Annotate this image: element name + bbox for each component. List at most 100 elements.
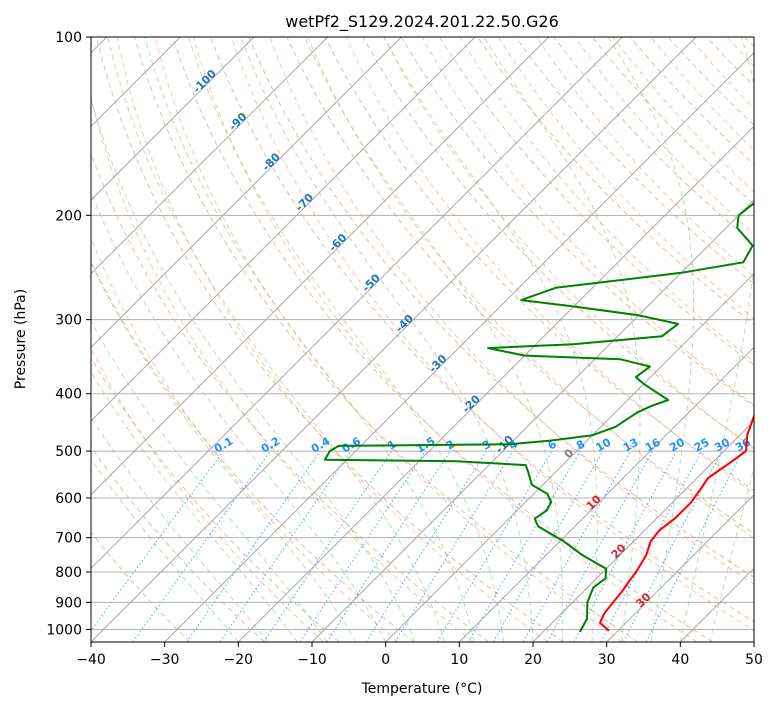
isotherm-line: [91, 37, 697, 642]
mixing-ratio-line: [394, 450, 514, 642]
isotherm-label: -80: [260, 150, 283, 173]
moist-adiabat: [91, 190, 387, 642]
x-tick-label: −20: [224, 652, 254, 668]
isopleth-labels: 0.1 0.2 0.4 0.6 1 1.5 2 3 4 6 8 10 13 16 20 25 30 36-100-…: [190, 67, 753, 659]
mixing-ratio-line: [365, 450, 487, 642]
moist-adiabat: [383, 37, 598, 642]
mixing-ratio-line: [186, 450, 321, 642]
moist-adiabat: [91, 261, 357, 642]
dry-adiabat: [91, 152, 489, 642]
y-tick-label: 700: [55, 531, 82, 547]
theta-e-line: [91, 236, 399, 642]
y-tick-label: 1000: [46, 622, 82, 638]
isotherm-label: -30: [426, 352, 449, 375]
isotherm-line: [311, 199, 754, 642]
dry-adiabat: [705, 37, 754, 87]
theta-e-line: [650, 37, 754, 151]
theta-e-line: [383, 37, 754, 450]
isotherm-label: -100: [190, 67, 219, 96]
theta-e-line: [154, 37, 623, 642]
isotherm-label: -70: [293, 191, 316, 214]
theta-e-line: [307, 37, 754, 540]
theta-e-line: [269, 37, 754, 585]
mixing-ratio-line: [436, 450, 553, 642]
dry-adiabat: [91, 356, 340, 642]
moist-adiabat: [304, 37, 564, 642]
dry-adiabat: [91, 531, 191, 642]
mixing-ratio-line: [326, 450, 451, 642]
x-tick-label: 40: [671, 652, 689, 668]
y-tick-label: 400: [55, 387, 82, 403]
mixing-ratio-label: 30: [712, 435, 732, 454]
dry-adiabat: [172, 37, 713, 642]
isotherm-line: [91, 37, 476, 422]
mixing-ratio-line: [219, 450, 352, 642]
isotherm-label: -50: [360, 271, 383, 294]
dry-adiabat: [95, 37, 564, 642]
x-tick-label: −30: [150, 652, 180, 668]
isotherm-label: 10: [584, 492, 604, 512]
x-tick-label: 50: [745, 652, 763, 668]
theta-e-line: [192, 37, 698, 642]
mixing-ratio-line: [522, 450, 631, 642]
theta-e-line: [726, 37, 754, 68]
isotherm-label: 20: [609, 541, 629, 561]
dry-adiabat: [248, 37, 754, 578]
mixing-ratio-line: [546, 450, 654, 642]
x-tick-label: −10: [297, 652, 327, 668]
x-tick-label: 10: [450, 652, 468, 668]
y-tick-label: 300: [55, 313, 82, 329]
dry-adiabat: [362, 37, 754, 449]
dry-adiabat: [210, 37, 754, 623]
y-tick-label: 200: [55, 208, 82, 224]
dry-adiabat: [553, 37, 754, 245]
mixing-ratio-label: 25: [692, 436, 712, 455]
moist-adiabat: [144, 37, 475, 642]
background-lines: [91, 37, 775, 642]
isotherm-line: [164, 51, 754, 642]
moist-adiabat: [709, 465, 754, 642]
isotherm-line: [91, 37, 329, 275]
y-tick-label: 600: [55, 491, 82, 507]
isotherm-line: [679, 567, 754, 642]
y-axis: 100 200 300 400 500 600 700 800 900 1000: [46, 30, 91, 638]
x-axis-label: Temperature (°C): [361, 681, 483, 697]
mixing-ratio-label: 16: [643, 435, 663, 454]
dry-adiabat: [515, 37, 754, 285]
dry-adiabat: [91, 446, 265, 642]
theta-e-line: [536, 37, 754, 277]
isotherm-line: [237, 125, 754, 642]
dry-adiabat: [438, 37, 754, 366]
mixing-ratio-line: [91, 450, 224, 632]
mixing-ratio-line: [132, 450, 271, 642]
y-axis-label: Pressure (hPa): [13, 289, 29, 389]
isotherm-line: [91, 37, 402, 349]
x-axis: −40 −30 −20 −10 0 10 20 30 40 50: [76, 642, 763, 668]
dry-adiabat: [400, 37, 754, 407]
y-tick-label: 800: [55, 565, 82, 581]
profiles: [323, 202, 754, 633]
isotherm-line: [91, 37, 550, 496]
theta-e-line: [459, 37, 754, 363]
isotherm-label: -90: [226, 110, 249, 133]
mixing-ratio-line: [573, 450, 678, 642]
isotherm-line: [753, 641, 754, 642]
isotherm-line: [606, 493, 754, 642]
x-tick-label: 30: [598, 652, 616, 668]
isotherm-label: 40: [658, 639, 678, 659]
plot-frame: [90, 36, 755, 643]
moist-adiabat: [607, 37, 695, 642]
theta-e-line: [765, 37, 775, 642]
dry-adiabat: [133, 37, 639, 642]
isotherm-line: [385, 272, 754, 642]
chart-title: wetPf2_S129.2024.201.22.50.G26: [285, 12, 559, 32]
theta-e-line: [421, 37, 754, 406]
y-tick-label: 900: [55, 595, 82, 611]
moist-adiabat: [107, 37, 446, 642]
moist-adiabat: [91, 458, 239, 642]
mixing-ratio-label: 10: [594, 435, 614, 454]
theta-e-line: [91, 95, 474, 642]
mixing-ratio-label: 0.2: [259, 435, 282, 456]
isotherm-label: 30: [633, 590, 653, 610]
isotherm-label: -60: [326, 231, 349, 254]
